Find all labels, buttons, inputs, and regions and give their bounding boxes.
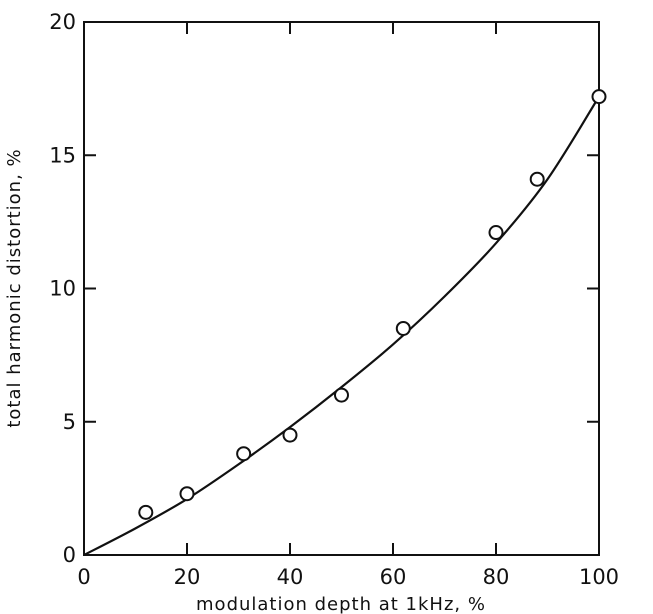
data-points bbox=[138, 89, 607, 520]
data-point bbox=[179, 486, 195, 502]
y-tick-label: 10 bbox=[49, 277, 76, 301]
data-point bbox=[529, 171, 545, 187]
x-tick-label: 60 bbox=[380, 565, 407, 589]
x-tick-label: 80 bbox=[483, 565, 510, 589]
data-point bbox=[395, 320, 411, 336]
x-tick-label: 100 bbox=[579, 565, 619, 589]
data-point bbox=[488, 225, 504, 241]
plot-frame bbox=[83, 21, 600, 556]
x-tick-labels: 0 20 40 60 80 100 bbox=[77, 565, 619, 589]
data-point bbox=[282, 427, 298, 443]
data-point bbox=[334, 387, 349, 403]
y-axis-label: total harmonic distortion, % bbox=[4, 148, 25, 427]
x-tick-label: 40 bbox=[277, 565, 304, 589]
x-tick-label: 20 bbox=[174, 565, 201, 589]
y-tick-labels: 0 5 10 15 20 bbox=[49, 10, 76, 567]
fit-curve-line bbox=[83, 96, 600, 556]
x-tick-label: 0 bbox=[77, 565, 90, 589]
x-axis-label: modulation depth at 1kHz, % bbox=[196, 594, 486, 614]
data-point bbox=[591, 89, 607, 105]
y-tick-label: 5 bbox=[63, 410, 76, 434]
axis-ticks bbox=[83, 21, 600, 556]
y-tick-label: 15 bbox=[49, 143, 76, 167]
data-point bbox=[138, 504, 154, 520]
data-point bbox=[236, 446, 252, 462]
y-tick-label: 20 bbox=[49, 10, 76, 34]
y-tick-label: 0 bbox=[63, 543, 76, 567]
